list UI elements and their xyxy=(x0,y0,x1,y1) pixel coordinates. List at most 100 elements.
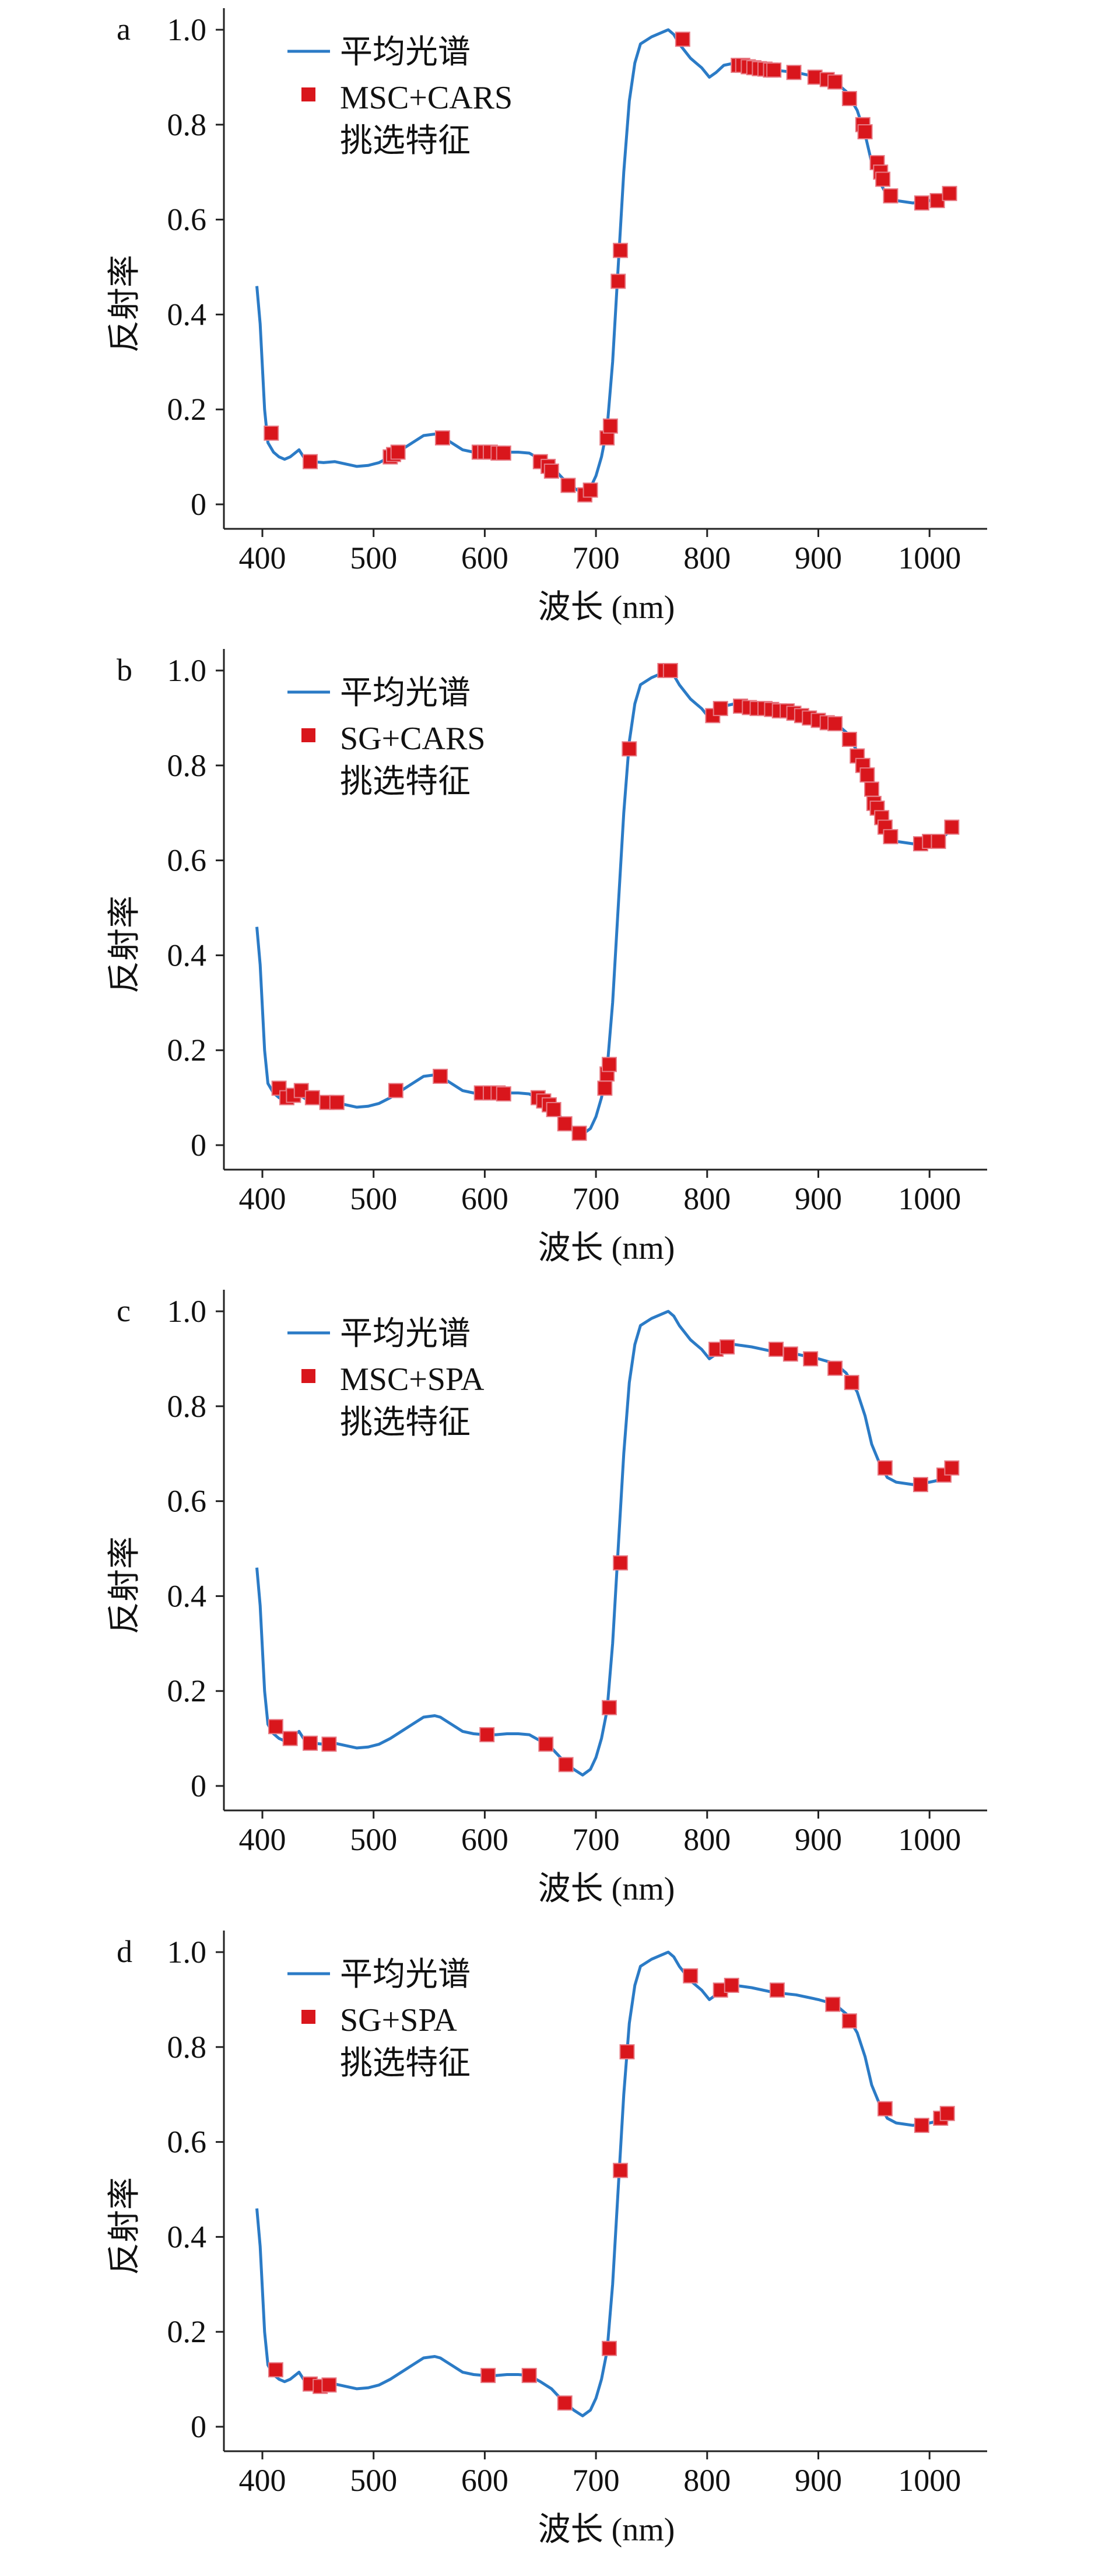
x-tick-label: 800 xyxy=(683,2463,731,2498)
feature-marker xyxy=(282,1731,298,1746)
feature-marker xyxy=(597,1080,613,1096)
legend-label-mean: 平均光谱 xyxy=(340,1316,471,1352)
x-tick-label: 400 xyxy=(239,541,286,575)
feature-marker xyxy=(560,478,576,493)
feature-marker xyxy=(613,1555,629,1571)
x-tick-label: 900 xyxy=(795,2463,842,2498)
x-tick-label: 900 xyxy=(795,1181,842,1216)
panel-label: b xyxy=(117,652,132,687)
feature-marker xyxy=(825,1996,841,2012)
panel-label: a xyxy=(117,12,131,47)
x-tick-label: 900 xyxy=(795,1822,842,1857)
x-tick-label: 800 xyxy=(683,1822,731,1857)
feature-marker xyxy=(538,1736,554,1752)
feature-marker xyxy=(521,2368,537,2384)
feature-marker xyxy=(602,418,618,434)
feature-marker xyxy=(713,701,728,717)
feature-marker xyxy=(388,1083,403,1099)
x-axis-label: 波长 (nm) xyxy=(538,2512,675,2548)
legend-marker-swatch xyxy=(301,87,315,101)
feature-marker xyxy=(321,2377,337,2393)
x-tick-label: 800 xyxy=(683,541,731,575)
x-tick-label: 400 xyxy=(239,1822,286,1857)
y-tick-label: 0.2 xyxy=(167,2314,207,2349)
legend-marker-swatch xyxy=(301,728,315,742)
x-axis-label: 波长 (nm) xyxy=(538,1871,675,1907)
panel-c: 400 500 600 700 800 900 1000 0 0.2 0.4 0.6 0.8 1.0 c 波… xyxy=(107,1290,987,1907)
legend: 平均光谱 MSC+SPA 挑选特征 xyxy=(287,1316,485,1441)
legend-label-mean: 平均光谱 xyxy=(340,1957,471,1993)
feature-marker xyxy=(571,1125,587,1141)
feature-marker xyxy=(944,1460,960,1476)
feature-marker xyxy=(768,1342,784,1357)
y-tick-label: 0.6 xyxy=(167,1484,207,1519)
y-axis-label: 反射率 xyxy=(107,255,143,353)
y-tick-label: 0 xyxy=(191,1768,206,1803)
feature-marker xyxy=(303,454,318,469)
y-tick-label: 0.2 xyxy=(167,1673,207,1708)
feature-marker xyxy=(914,195,929,211)
feature-marker xyxy=(913,1477,928,1493)
legend-label-mean: 平均光谱 xyxy=(340,675,471,711)
feature-marker xyxy=(268,1719,283,1735)
legend: 平均光谱 SG+CARS 挑选特征 xyxy=(287,675,485,800)
panel-a: 400 500 600 700 800 900 1000 0 0.2 0.4 0.6 0.8 1.0 a 波… xyxy=(107,8,987,626)
feature-marker xyxy=(601,2340,617,2356)
y-tick-label: 0.4 xyxy=(167,938,207,973)
feature-marker xyxy=(613,2163,629,2178)
x-tick-label: 400 xyxy=(239,1181,286,1216)
legend: 平均光谱 MSC+CARS 挑选特征 xyxy=(287,34,513,159)
y-tick-label: 0.2 xyxy=(167,1033,207,1068)
feature-marker xyxy=(769,1982,785,1998)
feature-marker xyxy=(480,2368,496,2384)
feature-marker xyxy=(914,2118,929,2133)
x-tick-label: 600 xyxy=(461,1822,508,1857)
legend-label-features: 挑选特征 xyxy=(340,764,471,800)
y-tick-label: 0.4 xyxy=(167,1578,207,1613)
y-tick-label: 1.0 xyxy=(167,1935,207,1970)
x-tick-label: 700 xyxy=(573,541,620,575)
x-tick-label: 700 xyxy=(573,2463,620,2498)
feature-marker xyxy=(877,2101,893,2117)
y-tick-label: 0.4 xyxy=(167,2219,207,2254)
y-tick-label: 1.0 xyxy=(167,653,207,688)
feature-marker xyxy=(601,1057,617,1072)
feature-marker xyxy=(601,1700,617,1715)
feature-marker xyxy=(859,767,875,783)
x-tick-label: 600 xyxy=(461,541,508,575)
feature-marker xyxy=(662,663,678,678)
x-tick-label: 1000 xyxy=(898,2463,961,2498)
x-tick-label: 800 xyxy=(683,1181,731,1216)
feature-marker xyxy=(786,65,802,80)
legend-label-features: 挑选特征 xyxy=(340,123,471,159)
legend-label-mean: 平均光谱 xyxy=(340,34,471,71)
feature-marker xyxy=(543,464,559,479)
x-tick-label: 600 xyxy=(461,1181,508,1216)
feature-marker xyxy=(803,1351,819,1367)
feature-marker xyxy=(329,1094,345,1110)
feature-marker xyxy=(268,2362,283,2378)
x-tick-label: 500 xyxy=(350,1181,397,1216)
panel-label: c xyxy=(117,1293,131,1328)
feature-marker xyxy=(582,482,598,498)
y-axis-label: 反射率 xyxy=(107,896,143,994)
feature-marker xyxy=(766,62,782,78)
y-tick-label: 0 xyxy=(191,1128,206,1163)
legend-label-method: SG+SPA xyxy=(340,2002,457,2038)
y-tick-label: 0.8 xyxy=(167,748,207,783)
y-tick-label: 1.0 xyxy=(167,12,207,47)
x-tick-label: 500 xyxy=(350,2463,397,2498)
feature-marker xyxy=(557,1116,573,1132)
feature-marker xyxy=(434,430,450,446)
feature-marker xyxy=(875,171,891,187)
panel-d: 400 500 600 700 800 900 1000 0 0.2 0.4 0.6 0.8 1.0 d 波… xyxy=(107,1931,987,2548)
feature-marker xyxy=(931,834,946,850)
feature-marker xyxy=(827,716,843,732)
y-tick-label: 0.2 xyxy=(167,392,207,427)
x-tick-label: 500 xyxy=(350,541,397,575)
y-tick-label: 0 xyxy=(191,487,206,522)
feature-marker xyxy=(683,1968,699,1984)
legend-label-features: 挑选特征 xyxy=(340,2045,471,2082)
feature-marker xyxy=(939,2105,955,2121)
